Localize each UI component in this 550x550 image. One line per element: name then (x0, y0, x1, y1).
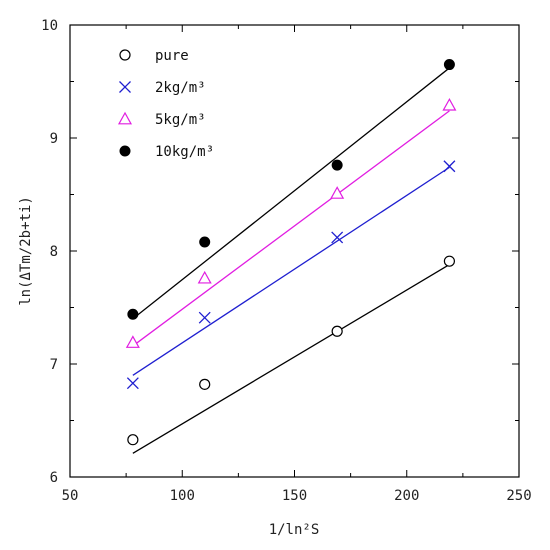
data-point (126, 377, 139, 390)
fit-lines (132, 67, 450, 454)
data-point (331, 325, 343, 337)
marker-stroke (119, 81, 131, 93)
data-point (127, 308, 139, 320)
data-point (198, 311, 211, 324)
legend-marker (119, 49, 131, 61)
data-point (443, 160, 456, 173)
marker-stroke (198, 311, 211, 324)
y-tick-label: 8 (50, 244, 58, 260)
data-point (330, 186, 345, 199)
legend-item-5kg: 5kg/m³ (117, 111, 206, 128)
y-axis-title: ln(ΔTm/2b+ti) (18, 196, 34, 306)
legend-label: pure (155, 48, 189, 64)
data-point (443, 255, 456, 267)
x-axis-title: 1/ln²S (269, 522, 320, 538)
data-point (442, 97, 457, 111)
fit-line (132, 264, 450, 454)
y-tick-label: 6 (50, 470, 58, 486)
y-tick-label: 7 (50, 357, 58, 373)
x-tick-label: 200 (394, 488, 419, 504)
x-tick-label: 50 (62, 488, 79, 504)
marker-stroke (331, 231, 344, 244)
legend-marker-glyph (119, 81, 131, 93)
legend-marker (119, 81, 131, 93)
data-point (125, 335, 140, 348)
data-point (197, 270, 212, 284)
data-point (199, 236, 211, 248)
legend-label: 10kg/m³ (155, 144, 214, 160)
fit-line (132, 67, 450, 320)
data-point (199, 378, 211, 390)
legend-label: 5kg/m³ (155, 112, 206, 128)
legend-label: 2kg/m³ (155, 80, 206, 96)
legend-marker (119, 145, 131, 157)
legend-marker-glyph (117, 111, 133, 125)
fit-line (132, 166, 450, 376)
data-point (331, 159, 343, 171)
fit-line (132, 110, 450, 347)
x-tick-label: 150 (282, 488, 307, 504)
legend-item-pure: pure (119, 48, 189, 64)
y-tick-labels: 6 7 8 9 10 (41, 18, 58, 486)
marker-stroke (126, 377, 139, 390)
x-tick-label: 100 (170, 488, 195, 504)
legend: pure 2kg/m³ 5kg/m³ 10kg/m³ (117, 48, 214, 160)
axis-ticks (69, 24, 520, 478)
data-point (331, 231, 344, 244)
legend-marker-glyph (119, 145, 131, 157)
x-tick-labels: 50 100 150 200 250 (62, 488, 532, 504)
data-point (127, 434, 139, 446)
legend-marker-glyph (119, 49, 131, 61)
marker-stroke (443, 160, 456, 173)
legend-item-2kg: 2kg/m³ (119, 80, 206, 96)
data-points (125, 59, 457, 446)
plot-area-frame (69, 24, 520, 478)
y-tick-label: 9 (50, 131, 58, 147)
data-point (443, 59, 455, 71)
legend-item-10kg: 10kg/m³ (119, 144, 214, 160)
x-tick-label: 250 (506, 488, 531, 504)
y-tick-label: 10 (41, 18, 58, 34)
legend-marker (117, 111, 133, 125)
